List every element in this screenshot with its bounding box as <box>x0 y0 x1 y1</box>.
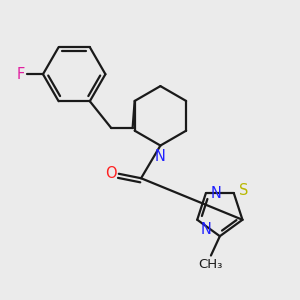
Text: N: N <box>210 186 221 201</box>
Text: N: N <box>200 222 211 237</box>
Text: CH₃: CH₃ <box>199 258 223 271</box>
Text: S: S <box>239 183 248 198</box>
Text: N: N <box>155 148 166 164</box>
Text: O: O <box>105 166 116 181</box>
Text: F: F <box>17 67 25 82</box>
